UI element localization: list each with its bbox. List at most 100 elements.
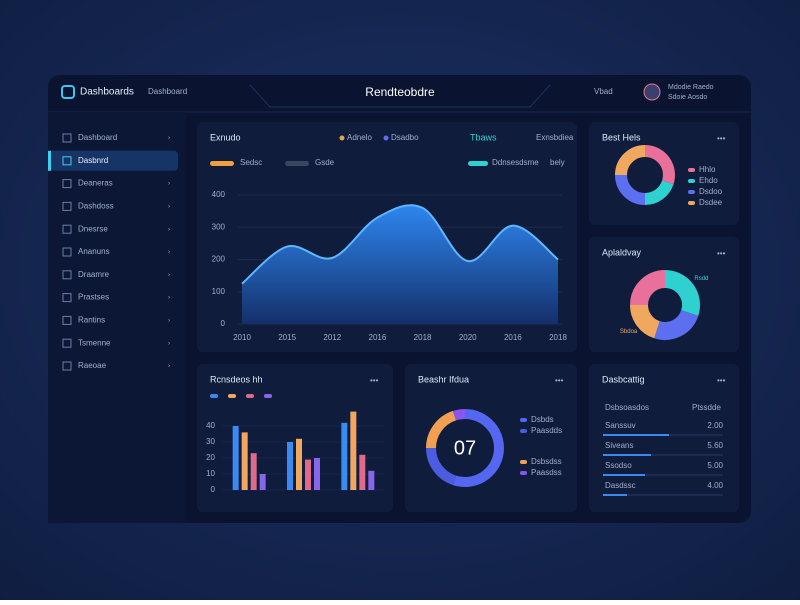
row-value: 2.00 (707, 421, 723, 430)
row-label: Ssodso (605, 461, 632, 470)
donut-segment (664, 270, 700, 316)
progress-bar (603, 494, 627, 496)
filter-label[interactable]: Gsde (315, 158, 335, 167)
tab[interactable]: Exnsbdiea (536, 133, 574, 142)
legend-swatch (520, 471, 527, 475)
donut-segment (644, 180, 674, 205)
filter-chip[interactable] (210, 161, 234, 166)
legend-label: Hhlo (699, 165, 716, 174)
row-value: 5.00 (707, 461, 723, 470)
nav-item[interactable]: Ananuns (78, 247, 110, 256)
nav-item[interactable]: Rantins (78, 316, 105, 325)
legend-swatch (688, 179, 695, 183)
chevron: › (168, 295, 170, 301)
nav-item[interactable]: Dasbnrd (78, 156, 108, 165)
donut-segment (615, 145, 646, 176)
bar (259, 474, 266, 490)
user-label[interactable]: Vbad (594, 87, 613, 96)
area-line (241, 204, 559, 285)
x-tick-label: 2010 (233, 333, 251, 342)
bar (350, 411, 357, 490)
menu[interactable]: ••• (555, 376, 564, 385)
panel-title: Best Hels (602, 132, 641, 142)
chevron: › (168, 364, 170, 370)
x-tick-label: 2012 (323, 333, 341, 342)
y-tick-label: 0 (221, 319, 226, 328)
menu[interactable]: ••• (717, 134, 726, 143)
legend-dot (339, 135, 345, 141)
legend-label: Paasdss (531, 468, 562, 477)
chevron: › (168, 204, 170, 210)
progress-bar (603, 434, 669, 436)
filter-chip[interactable] (285, 161, 309, 166)
tab[interactable]: Tbaws (470, 132, 497, 142)
donut-segment (426, 410, 457, 449)
donut-segment (630, 270, 666, 306)
panel (589, 237, 739, 352)
donut-segment (644, 145, 675, 185)
nav-item[interactable]: Draamre (78, 270, 110, 279)
nav-item[interactable]: Tsmenne (78, 338, 111, 347)
bar (241, 432, 248, 490)
center-value: 07 (454, 437, 476, 459)
bar (359, 454, 366, 490)
legend-swatch (520, 429, 527, 433)
chevron: › (168, 272, 170, 278)
column-header: Ptssdde (692, 403, 721, 412)
nav-icon (62, 338, 72, 348)
area (242, 205, 558, 324)
x-tick-label: 2020 (459, 333, 477, 342)
progress-track (603, 474, 723, 476)
x-tick-label: 2016 (504, 333, 522, 342)
filter-label[interactable]: Sedsc (240, 158, 262, 167)
active-bar (48, 150, 51, 171)
nav-icon (62, 361, 72, 371)
bar (250, 453, 257, 490)
nav-item[interactable]: Dashdoss (78, 202, 114, 211)
donut-segment (426, 447, 457, 486)
legend-label: Dsbsdss (531, 457, 562, 466)
legend-label: Dsadbo (391, 133, 419, 142)
chevron: › (168, 318, 170, 324)
progress-track (603, 454, 723, 456)
filter-label[interactable]: Ddnsesdsme (492, 158, 539, 167)
chevron: › (168, 227, 170, 233)
x-tick-label: 2015 (278, 333, 296, 342)
sidebar (48, 112, 185, 523)
panel-title: Aplaldvay (602, 247, 642, 257)
nav-icon (62, 133, 72, 143)
nav-icon (62, 270, 72, 280)
legend-label: Paasdds (531, 426, 562, 435)
nav-icon (62, 156, 72, 166)
progress-bar (603, 454, 651, 456)
legend-swatch (520, 418, 527, 422)
nav-item[interactable]: Deaneras (78, 179, 113, 188)
y-tick-label: 0 (211, 485, 216, 494)
legend-swatch (264, 394, 272, 398)
chevron: › (168, 136, 170, 142)
x-tick-label: 2016 (369, 333, 387, 342)
period[interactable]: bely (550, 158, 565, 167)
nav-item[interactable]: Raeoae (78, 361, 107, 370)
menu[interactable]: ••• (370, 376, 379, 385)
nav-item[interactable]: Prastses (78, 293, 109, 302)
active-bg (48, 150, 178, 171)
legend-label: Adnelo (347, 133, 372, 142)
donut-segment (630, 304, 661, 339)
menu[interactable]: ••• (717, 376, 726, 385)
chevron: › (168, 181, 170, 187)
avatar[interactable] (643, 83, 661, 101)
filter-chip[interactable] (468, 161, 488, 166)
legend-swatch (688, 190, 695, 194)
nav-item[interactable]: Dnesrse (78, 224, 108, 233)
donut-segment (452, 409, 504, 487)
menu[interactable]: ••• (717, 249, 726, 258)
nav-icon (62, 293, 72, 303)
y-tick-label: 300 (212, 222, 226, 231)
legend-label: Ehdo (699, 176, 718, 185)
row-value: 4.00 (707, 481, 723, 490)
row-value: 5.60 (707, 441, 723, 450)
row-label: Sanssuv (605, 421, 636, 430)
nav-item[interactable]: Dashboard (78, 133, 117, 142)
chevron: › (168, 250, 170, 256)
